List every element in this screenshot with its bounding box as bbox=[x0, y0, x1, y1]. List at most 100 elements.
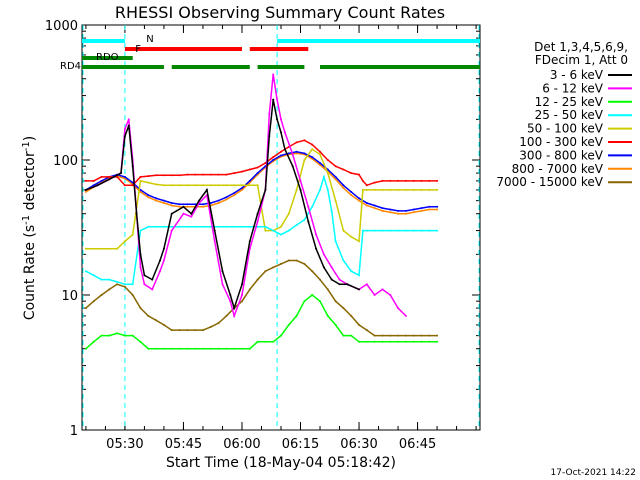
y-tick-label: 100 bbox=[53, 154, 78, 169]
data-point bbox=[264, 225, 267, 228]
data-point bbox=[311, 143, 314, 146]
data-point bbox=[233, 184, 236, 187]
data-point bbox=[350, 270, 353, 273]
data-point bbox=[147, 225, 150, 228]
data-point bbox=[221, 270, 224, 273]
data-point bbox=[264, 188, 267, 191]
data-point bbox=[194, 347, 197, 350]
data-point bbox=[272, 229, 275, 232]
data-point bbox=[178, 174, 181, 177]
data-point bbox=[342, 229, 345, 232]
data-point bbox=[350, 190, 353, 193]
data-point bbox=[127, 118, 130, 121]
y-axis-label-part: Count Rate (s bbox=[22, 225, 38, 320]
data-point bbox=[131, 334, 134, 337]
data-point bbox=[241, 300, 243, 303]
data-point bbox=[225, 314, 228, 317]
data-point bbox=[182, 212, 185, 215]
data-point bbox=[326, 159, 329, 161]
y-tick-label: 1 bbox=[70, 424, 78, 439]
data-point bbox=[295, 314, 298, 317]
data-point bbox=[365, 184, 368, 187]
data-point bbox=[342, 307, 345, 310]
data-point bbox=[178, 329, 181, 332]
data-point bbox=[108, 288, 111, 291]
data-point bbox=[428, 229, 431, 232]
data-point bbox=[139, 340, 142, 343]
series-line bbox=[85, 139, 438, 187]
data-point bbox=[84, 179, 87, 182]
data-point bbox=[373, 334, 376, 337]
data-point bbox=[338, 278, 341, 281]
data-point bbox=[373, 294, 376, 296]
data-point bbox=[319, 163, 321, 166]
footer-date: 17-Oct-2021 14:22 bbox=[551, 468, 636, 478]
data-point bbox=[213, 240, 216, 243]
data-point bbox=[131, 165, 134, 168]
data-point bbox=[373, 229, 376, 232]
data-point bbox=[361, 229, 364, 232]
data-point bbox=[225, 225, 228, 228]
data-point bbox=[147, 196, 150, 199]
data-point bbox=[334, 240, 337, 243]
data-point bbox=[436, 340, 439, 343]
data-point bbox=[186, 347, 189, 350]
legend-entry-label: 7000 - 15000 keV bbox=[496, 175, 603, 189]
chart-title: RHESSI Observing Summary Count Rates bbox=[115, 3, 445, 22]
data-point bbox=[319, 300, 321, 303]
data-point bbox=[303, 159, 306, 161]
data-point bbox=[178, 205, 181, 208]
data-point bbox=[202, 329, 204, 332]
data-point bbox=[186, 184, 189, 187]
data-point bbox=[123, 285, 126, 288]
data-point bbox=[84, 347, 87, 350]
data-point bbox=[159, 270, 161, 273]
data-point bbox=[280, 262, 282, 265]
data-point bbox=[170, 225, 173, 228]
data-point bbox=[287, 323, 290, 326]
data-point bbox=[334, 300, 337, 303]
series-line bbox=[85, 99, 360, 311]
data-point bbox=[202, 203, 204, 206]
data-point bbox=[241, 188, 243, 191]
data-point bbox=[229, 300, 232, 303]
data-point bbox=[319, 153, 321, 156]
data-point bbox=[428, 179, 431, 182]
data-point bbox=[264, 162, 267, 164]
data-point bbox=[315, 233, 318, 236]
data-point bbox=[155, 199, 158, 202]
data-point bbox=[334, 175, 337, 178]
data-point bbox=[381, 334, 384, 337]
data-point bbox=[116, 175, 119, 178]
data-point bbox=[389, 334, 392, 337]
data-point bbox=[358, 199, 360, 202]
data-point bbox=[116, 332, 119, 335]
data-point bbox=[131, 181, 134, 184]
data-point bbox=[436, 179, 439, 182]
data-point bbox=[404, 209, 407, 212]
data-point bbox=[108, 178, 111, 181]
data-point bbox=[397, 188, 400, 191]
status-label-f: F bbox=[135, 44, 141, 55]
data-point bbox=[412, 229, 415, 232]
data-point bbox=[428, 208, 431, 211]
data-point bbox=[295, 224, 298, 226]
data-point bbox=[389, 188, 392, 191]
data-point bbox=[233, 225, 236, 228]
data-point bbox=[162, 259, 165, 262]
data-point bbox=[428, 340, 431, 343]
data-point bbox=[209, 225, 212, 228]
data-point bbox=[299, 179, 302, 182]
data-point bbox=[131, 233, 134, 236]
data-point bbox=[404, 188, 407, 191]
data-point bbox=[155, 174, 158, 177]
data-point bbox=[397, 209, 400, 212]
data-point bbox=[84, 307, 87, 310]
data-point bbox=[147, 347, 150, 350]
data-point bbox=[225, 347, 228, 350]
data-point bbox=[100, 294, 103, 296]
data-point bbox=[217, 173, 220, 176]
data-point bbox=[322, 175, 325, 178]
data-point bbox=[412, 208, 415, 211]
data-point bbox=[365, 340, 368, 343]
